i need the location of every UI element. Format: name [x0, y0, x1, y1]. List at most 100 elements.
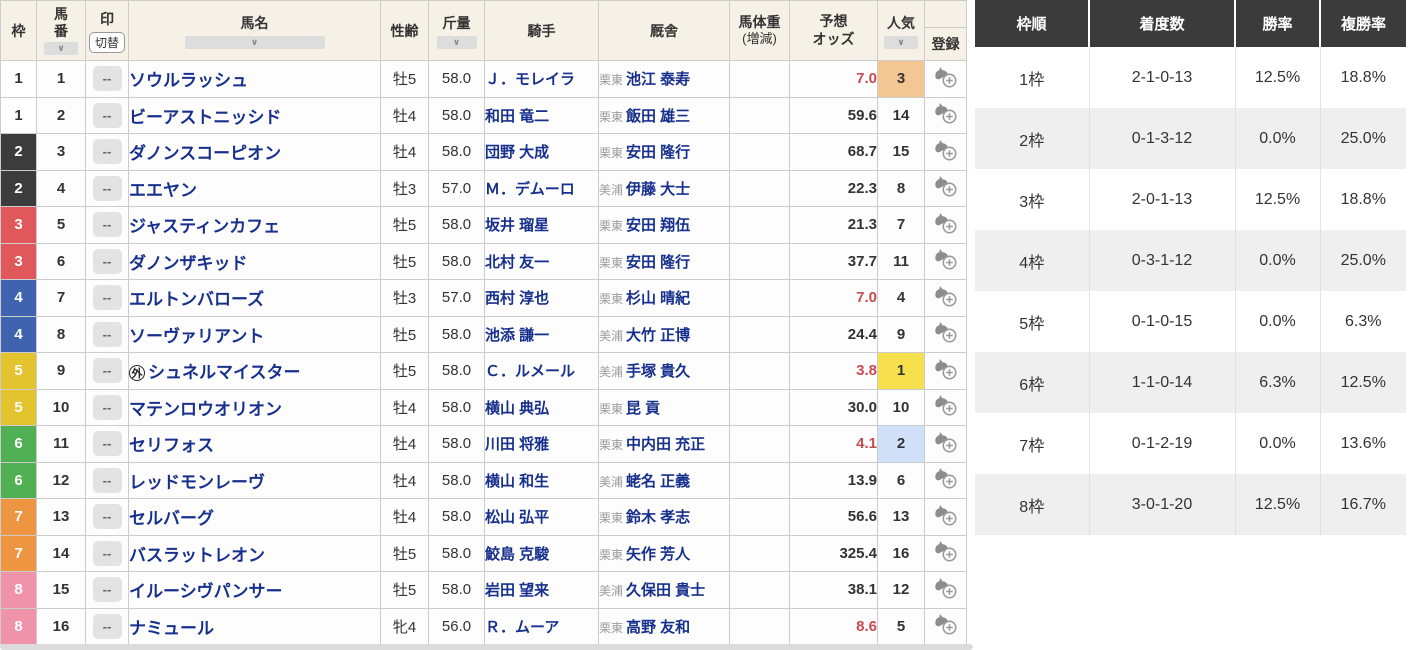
jockey-link[interactable]: 和田 竜二 — [485, 107, 550, 125]
frame-stats-row: 1枠 2-1-0-13 12.5% 18.8% — [975, 47, 1406, 108]
horse-name-link[interactable]: シュネルマイスター — [148, 363, 301, 383]
trainer-link[interactable]: 蛯名 正義 — [626, 472, 691, 490]
stable-cell: 栗東 鈴木 孝志 — [598, 498, 730, 536]
horse-register-icon[interactable] — [932, 247, 959, 271]
horse-name-link[interactable]: ダノンザキッド — [129, 253, 248, 273]
frame-number: 7 — [14, 508, 23, 526]
horse-name-link[interactable]: マテンロウオリオン — [129, 399, 283, 419]
sort-horse-number-button[interactable]: ∨ — [44, 41, 78, 55]
horse-name-link[interactable]: ソウルラッシュ — [129, 71, 249, 91]
trainer-link[interactable]: 安田 隆行 — [626, 144, 691, 162]
horse-name-link[interactable]: バスラットレオン — [129, 545, 266, 565]
mark-select-button[interactable]: -- — [92, 358, 122, 384]
place-rate-value: 25.0% — [1319, 108, 1406, 169]
mark-select-button[interactable]: -- — [92, 321, 122, 347]
popularity-cell: 13 — [877, 498, 925, 536]
horse-register-icon[interactable] — [932, 357, 959, 381]
horse-register-icon[interactable] — [932, 65, 959, 89]
horse-register-icon[interactable] — [932, 430, 959, 454]
mark-select-button[interactable]: -- — [92, 175, 122, 201]
jockey-link[interactable]: Ｃ．ルメール — [485, 363, 576, 381]
trainer-link[interactable]: 高野 友和 — [626, 618, 691, 636]
trainer-link[interactable]: 杉山 晴紀 — [626, 290, 691, 308]
horse-name-link[interactable]: ジャスティンカフェ — [129, 217, 281, 237]
horse-name-link[interactable]: ダノンスコーピオン — [129, 144, 282, 164]
horse-name-link[interactable]: エエヤン — [129, 180, 198, 200]
horse-register-icon[interactable] — [932, 101, 959, 125]
jockey-link[interactable]: 団野 大成 — [485, 144, 550, 162]
mark-select-button[interactable]: -- — [92, 212, 122, 238]
trainer-link[interactable]: 池江 泰寿 — [626, 71, 691, 89]
mark-cell: -- — [85, 461, 129, 499]
horse-name-link[interactable]: セルバーグ — [129, 509, 215, 529]
mark-select-button[interactable]: -- — [92, 577, 122, 603]
jockey-link[interactable]: 鮫島 克駿 — [485, 545, 550, 563]
horse-name-link[interactable]: ビーアストニッシド — [129, 107, 282, 127]
mark-select-button[interactable]: -- — [92, 431, 122, 457]
jockey-link[interactable]: Ｊ．モレイラ — [485, 71, 576, 89]
jockey-link[interactable]: 横山 典弘 — [485, 399, 550, 417]
mark-select-button[interactable]: -- — [92, 540, 122, 566]
horse-register-icon[interactable] — [932, 211, 959, 235]
trainer-link[interactable]: 昆 貢 — [626, 399, 661, 417]
sort-horse-name-button[interactable]: ∨ — [184, 35, 325, 49]
horse-register-icon[interactable] — [932, 320, 959, 344]
horse-name-link[interactable]: ソーヴァリアント — [129, 326, 265, 346]
mark-select-button[interactable]: -- — [92, 66, 122, 92]
mark-toggle-button[interactable]: 切替 — [88, 31, 125, 53]
jockey-link[interactable]: 池添 謙一 — [485, 326, 550, 344]
horse-name-link[interactable]: レッドモンレーヴ — [129, 472, 266, 492]
mark-select-button[interactable]: -- — [92, 394, 122, 420]
frame-number: 8 — [14, 581, 23, 599]
horse-register-icon[interactable] — [932, 138, 959, 162]
mark-select-button[interactable]: -- — [92, 504, 122, 530]
jockey-link[interactable]: 坂井 瑠星 — [485, 217, 550, 235]
horse-register-icon[interactable] — [932, 174, 959, 198]
horse-register-icon[interactable] — [932, 576, 959, 600]
horse-name-link[interactable]: セリフォス — [129, 436, 215, 456]
horse-register-icon[interactable] — [932, 393, 959, 417]
trainer-link[interactable]: 安田 翔伍 — [626, 217, 691, 235]
trainer-link[interactable]: 安田 隆行 — [626, 253, 691, 271]
jockey-link[interactable]: 横山 和生 — [485, 472, 550, 490]
frame-number: 4 — [14, 289, 23, 307]
mark-select-button[interactable]: -- — [92, 139, 122, 165]
mark-select-button[interactable]: -- — [92, 467, 122, 493]
horse-name-link[interactable]: イルーシヴパンサー — [129, 582, 283, 602]
mark-select-button[interactable]: -- — [92, 248, 122, 274]
horse-number-cell: 1 — [36, 60, 86, 98]
horizontal-scrollbar[interactable] — [0, 644, 973, 650]
jockey-link[interactable]: 西村 淳也 — [485, 290, 550, 308]
mark-select-button[interactable]: -- — [92, 102, 122, 128]
mark-cell: -- — [85, 279, 129, 317]
trainer-link[interactable]: 飯田 雄三 — [626, 107, 691, 125]
trainer-link[interactable]: 大竹 正博 — [626, 326, 691, 344]
horse-register-icon[interactable] — [932, 503, 959, 527]
mark-cell: -- — [85, 352, 129, 390]
trainer-link[interactable]: 伊藤 大士 — [626, 180, 691, 198]
trainer-link[interactable]: 鈴木 孝志 — [626, 509, 691, 527]
stable-cell: 栗東 池江 泰寿 — [598, 60, 730, 98]
trainer-link[interactable]: 手塚 貴久 — [626, 363, 691, 381]
horse-name-link[interactable]: エルトンバローズ — [129, 290, 265, 310]
horse-register-icon[interactable] — [932, 466, 959, 490]
trainer-link[interactable]: 中内田 充正 — [626, 436, 706, 454]
trainer-link[interactable]: 久保田 貴士 — [626, 582, 706, 600]
mark-select-button[interactable]: -- — [92, 285, 122, 311]
frame-stats-panel: 枠順 着度数 勝率 複勝率 1枠 2-1-0-13 12.5% 18.8% 2枠… — [975, 0, 1406, 535]
jockey-link[interactable]: 北村 友一 — [485, 253, 550, 271]
stable-cell: 栗東昆 貢 — [598, 388, 730, 426]
jockey-link[interactable]: 岩田 望来 — [485, 582, 550, 600]
horse-register-icon[interactable] — [932, 539, 959, 563]
jockey-link[interactable]: 川田 将雅 — [485, 436, 550, 454]
horse-register-icon[interactable] — [932, 612, 959, 636]
jockey-link[interactable]: Ｍ．デムーロ — [485, 180, 575, 198]
jockey-link[interactable]: 松山 弘平 — [485, 509, 550, 527]
jockey-link[interactable]: Ｒ．ムーア — [485, 618, 560, 636]
sort-weight-button[interactable]: ∨ — [436, 35, 477, 49]
mark-select-button[interactable]: -- — [92, 613, 122, 639]
horse-name-link[interactable]: ナミュール — [129, 618, 215, 638]
horse-register-icon[interactable] — [932, 284, 959, 308]
sort-popularity-button[interactable]: ∨ — [884, 35, 918, 49]
trainer-link[interactable]: 矢作 芳人 — [626, 545, 691, 563]
